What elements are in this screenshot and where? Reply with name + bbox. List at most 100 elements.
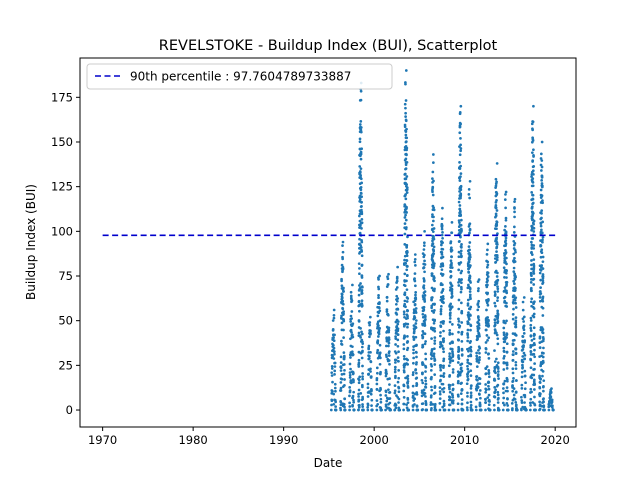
data-point [495, 220, 499, 224]
data-point [349, 367, 352, 371]
data-point [413, 397, 417, 401]
data-point [487, 393, 491, 397]
data-point [341, 302, 345, 306]
data-point [513, 248, 517, 252]
data-point [530, 263, 533, 267]
data-point [403, 299, 407, 303]
data-point [357, 388, 361, 392]
data-point [460, 243, 463, 246]
data-point [459, 137, 462, 140]
data-point [387, 344, 390, 348]
data-point [451, 368, 455, 371]
data-point [467, 188, 471, 191]
data-point [333, 365, 337, 368]
data-point [522, 324, 526, 328]
data-point [412, 348, 415, 352]
data-point [442, 350, 445, 354]
data-point [411, 405, 415, 408]
data-point [512, 266, 516, 270]
data-point [403, 172, 407, 176]
data-point [521, 355, 525, 358]
data-point [429, 377, 433, 381]
data-point [475, 354, 479, 358]
data-point [539, 269, 543, 272]
data-point [423, 294, 427, 297]
data-point [431, 190, 434, 194]
data-point [496, 285, 499, 288]
data-point [495, 209, 499, 212]
data-point [478, 358, 481, 362]
data-point [404, 111, 407, 115]
data-point [476, 289, 480, 293]
data-point [514, 301, 517, 305]
data-point [501, 401, 505, 405]
data-point [341, 244, 344, 247]
data-point [430, 306, 433, 310]
data-point [397, 385, 400, 389]
data-point [504, 225, 507, 228]
plot-frame [79, 57, 577, 428]
data-point [541, 199, 544, 202]
data-point [339, 369, 343, 372]
data-point [413, 302, 417, 306]
data-point [394, 403, 398, 407]
data-point [538, 336, 542, 340]
data-point [449, 274, 453, 278]
data-point [341, 299, 345, 303]
data-point [493, 349, 496, 352]
data-point [486, 291, 490, 295]
data-point [505, 351, 509, 354]
data-point [442, 404, 446, 407]
data-point [448, 395, 452, 399]
data-point [424, 357, 428, 361]
data-point [496, 337, 500, 341]
data-point [469, 403, 473, 407]
data-point [468, 287, 472, 291]
data-point [523, 387, 527, 391]
data-point [514, 316, 518, 319]
data-point [531, 180, 535, 184]
data-point [449, 311, 452, 315]
data-point [424, 315, 427, 319]
data-point [448, 328, 452, 332]
data-point [532, 352, 536, 356]
data-point [532, 272, 536, 275]
data-point [432, 208, 436, 212]
data-point [532, 378, 536, 382]
data-point [397, 406, 401, 410]
data-point [349, 294, 353, 298]
data-point [505, 291, 509, 295]
data-point [493, 257, 497, 260]
data-point [478, 351, 481, 355]
data-point [514, 379, 518, 382]
data-point [430, 385, 433, 389]
data-point [476, 329, 480, 333]
data-point [477, 361, 481, 364]
data-point [538, 381, 542, 384]
data-point [505, 332, 509, 336]
data-point [469, 395, 473, 399]
data-point [414, 350, 418, 354]
data-point [413, 403, 416, 406]
data-point [467, 260, 471, 264]
data-point [442, 375, 446, 378]
data-point [460, 369, 464, 373]
data-point [341, 250, 345, 254]
data-point [421, 381, 425, 385]
data-point [421, 329, 425, 333]
data-point [502, 382, 506, 386]
data-point [529, 397, 533, 401]
data-point [369, 370, 372, 373]
data-point [529, 316, 533, 320]
data-point [542, 389, 545, 393]
data-point [352, 398, 355, 402]
data-point [459, 392, 463, 395]
data-point [541, 328, 545, 331]
data-point [339, 389, 343, 392]
data-point [541, 235, 545, 239]
data-point [513, 242, 517, 245]
data-point [529, 319, 533, 322]
data-point [394, 331, 398, 335]
data-point [505, 262, 508, 266]
data-point [495, 250, 498, 253]
